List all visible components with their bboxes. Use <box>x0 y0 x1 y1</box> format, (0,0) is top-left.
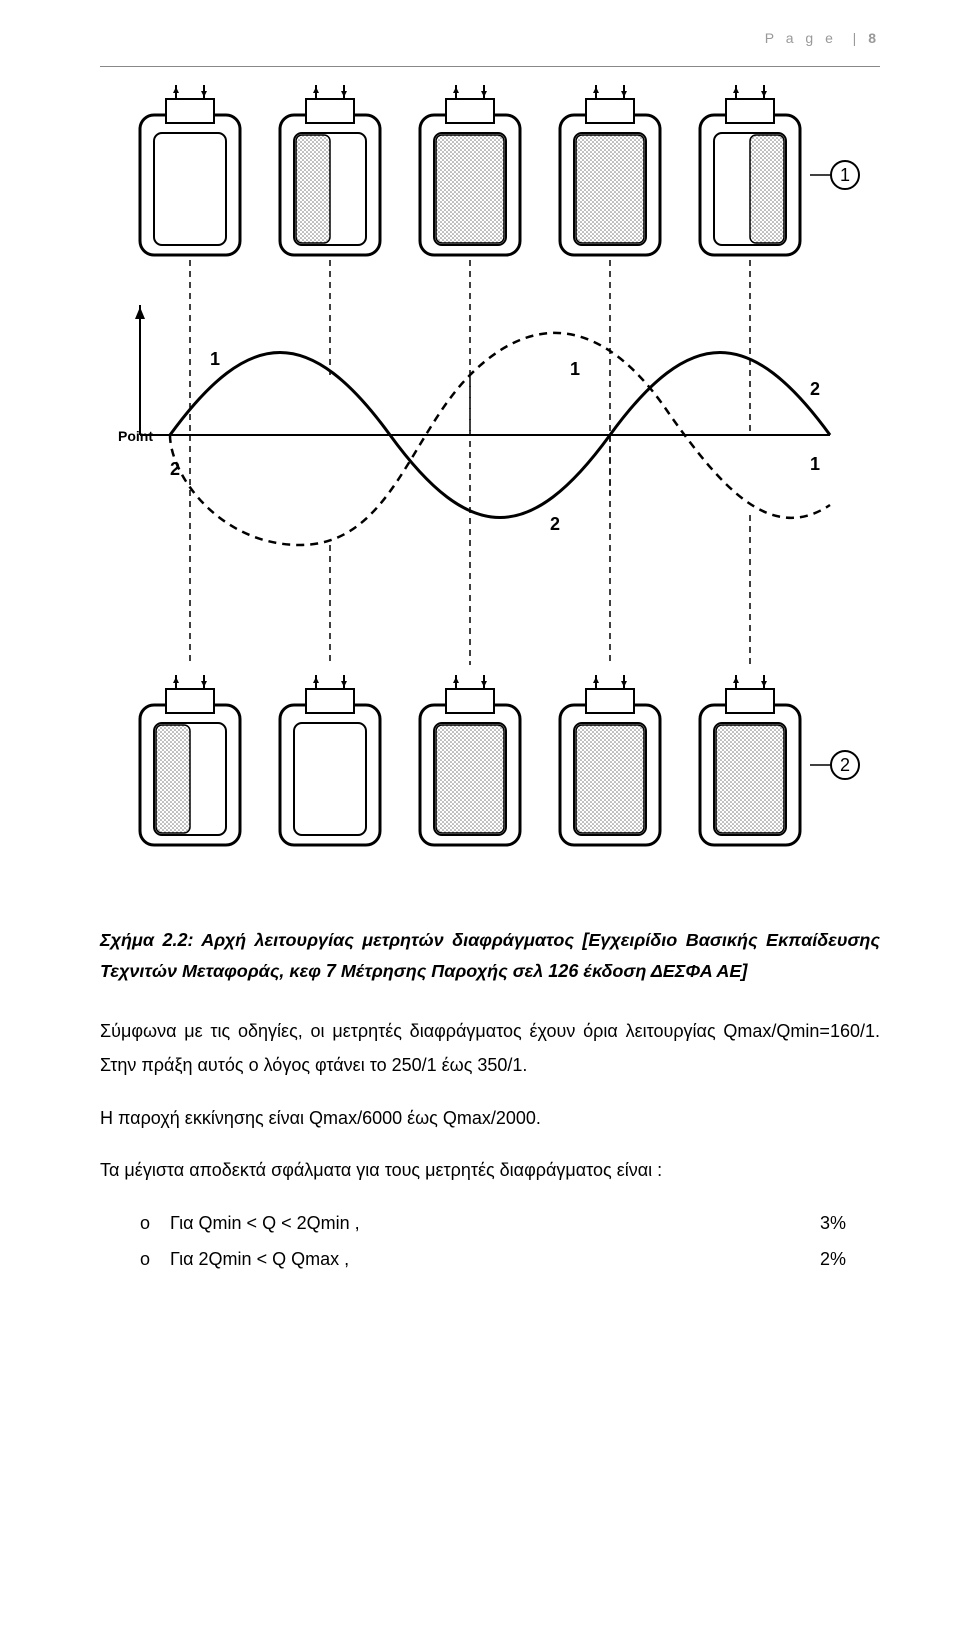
svg-text:1: 1 <box>810 454 820 474</box>
list-item-pct: 3% <box>820 1205 880 1241</box>
diagram-svg: 1 Point 1 2 1 2 <box>110 75 870 895</box>
paragraph-2: Η παροχή εκκίνησης είναι Qmax/6000 έως Q… <box>100 1101 880 1135</box>
list-item-text: Για Qmin < Q < 2Qmin , <box>170 1205 820 1241</box>
svg-text:1: 1 <box>210 349 220 369</box>
svg-text:1: 1 <box>570 359 580 379</box>
figure-2-2: 1 Point 1 2 1 2 <box>100 75 880 895</box>
bullet-marker: o <box>140 1241 170 1277</box>
list-item-text: Για 2Qmin < Q Qmax , <box>170 1241 820 1277</box>
list-item: o Για 2Qmin < Q Qmax , 2% <box>140 1241 880 1277</box>
page-number: 8 <box>868 30 880 46</box>
bullet-marker: o <box>140 1205 170 1241</box>
svg-text:1: 1 <box>840 165 850 185</box>
page-label: P a g e <box>765 30 837 46</box>
figure-caption: Σχήμα 2.2: Αρχή λειτουργίας μετρητών δια… <box>100 925 880 986</box>
svg-text:2: 2 <box>840 755 850 775</box>
header-rule <box>100 66 880 67</box>
error-list: o Για Qmin < Q < 2Qmin , 3% o Για 2Qmin … <box>140 1205 880 1277</box>
svg-text:Point: Point <box>118 428 153 444</box>
svg-text:2: 2 <box>550 514 560 534</box>
list-item-pct: 2% <box>820 1241 880 1277</box>
paragraph-3: Τα μέγιστα αποδεκτά σφάλματα για τους με… <box>100 1153 880 1187</box>
svg-text:2: 2 <box>170 459 180 479</box>
page: P a g e | 8 <box>0 0 960 1317</box>
svg-text:2: 2 <box>810 379 820 399</box>
page-header: P a g e | 8 <box>100 30 880 46</box>
list-item: o Για Qmin < Q < 2Qmin , 3% <box>140 1205 880 1241</box>
paragraph-1: Σύμφωνα με τις οδηγίες, οι μετρητές διαφ… <box>100 1014 880 1082</box>
